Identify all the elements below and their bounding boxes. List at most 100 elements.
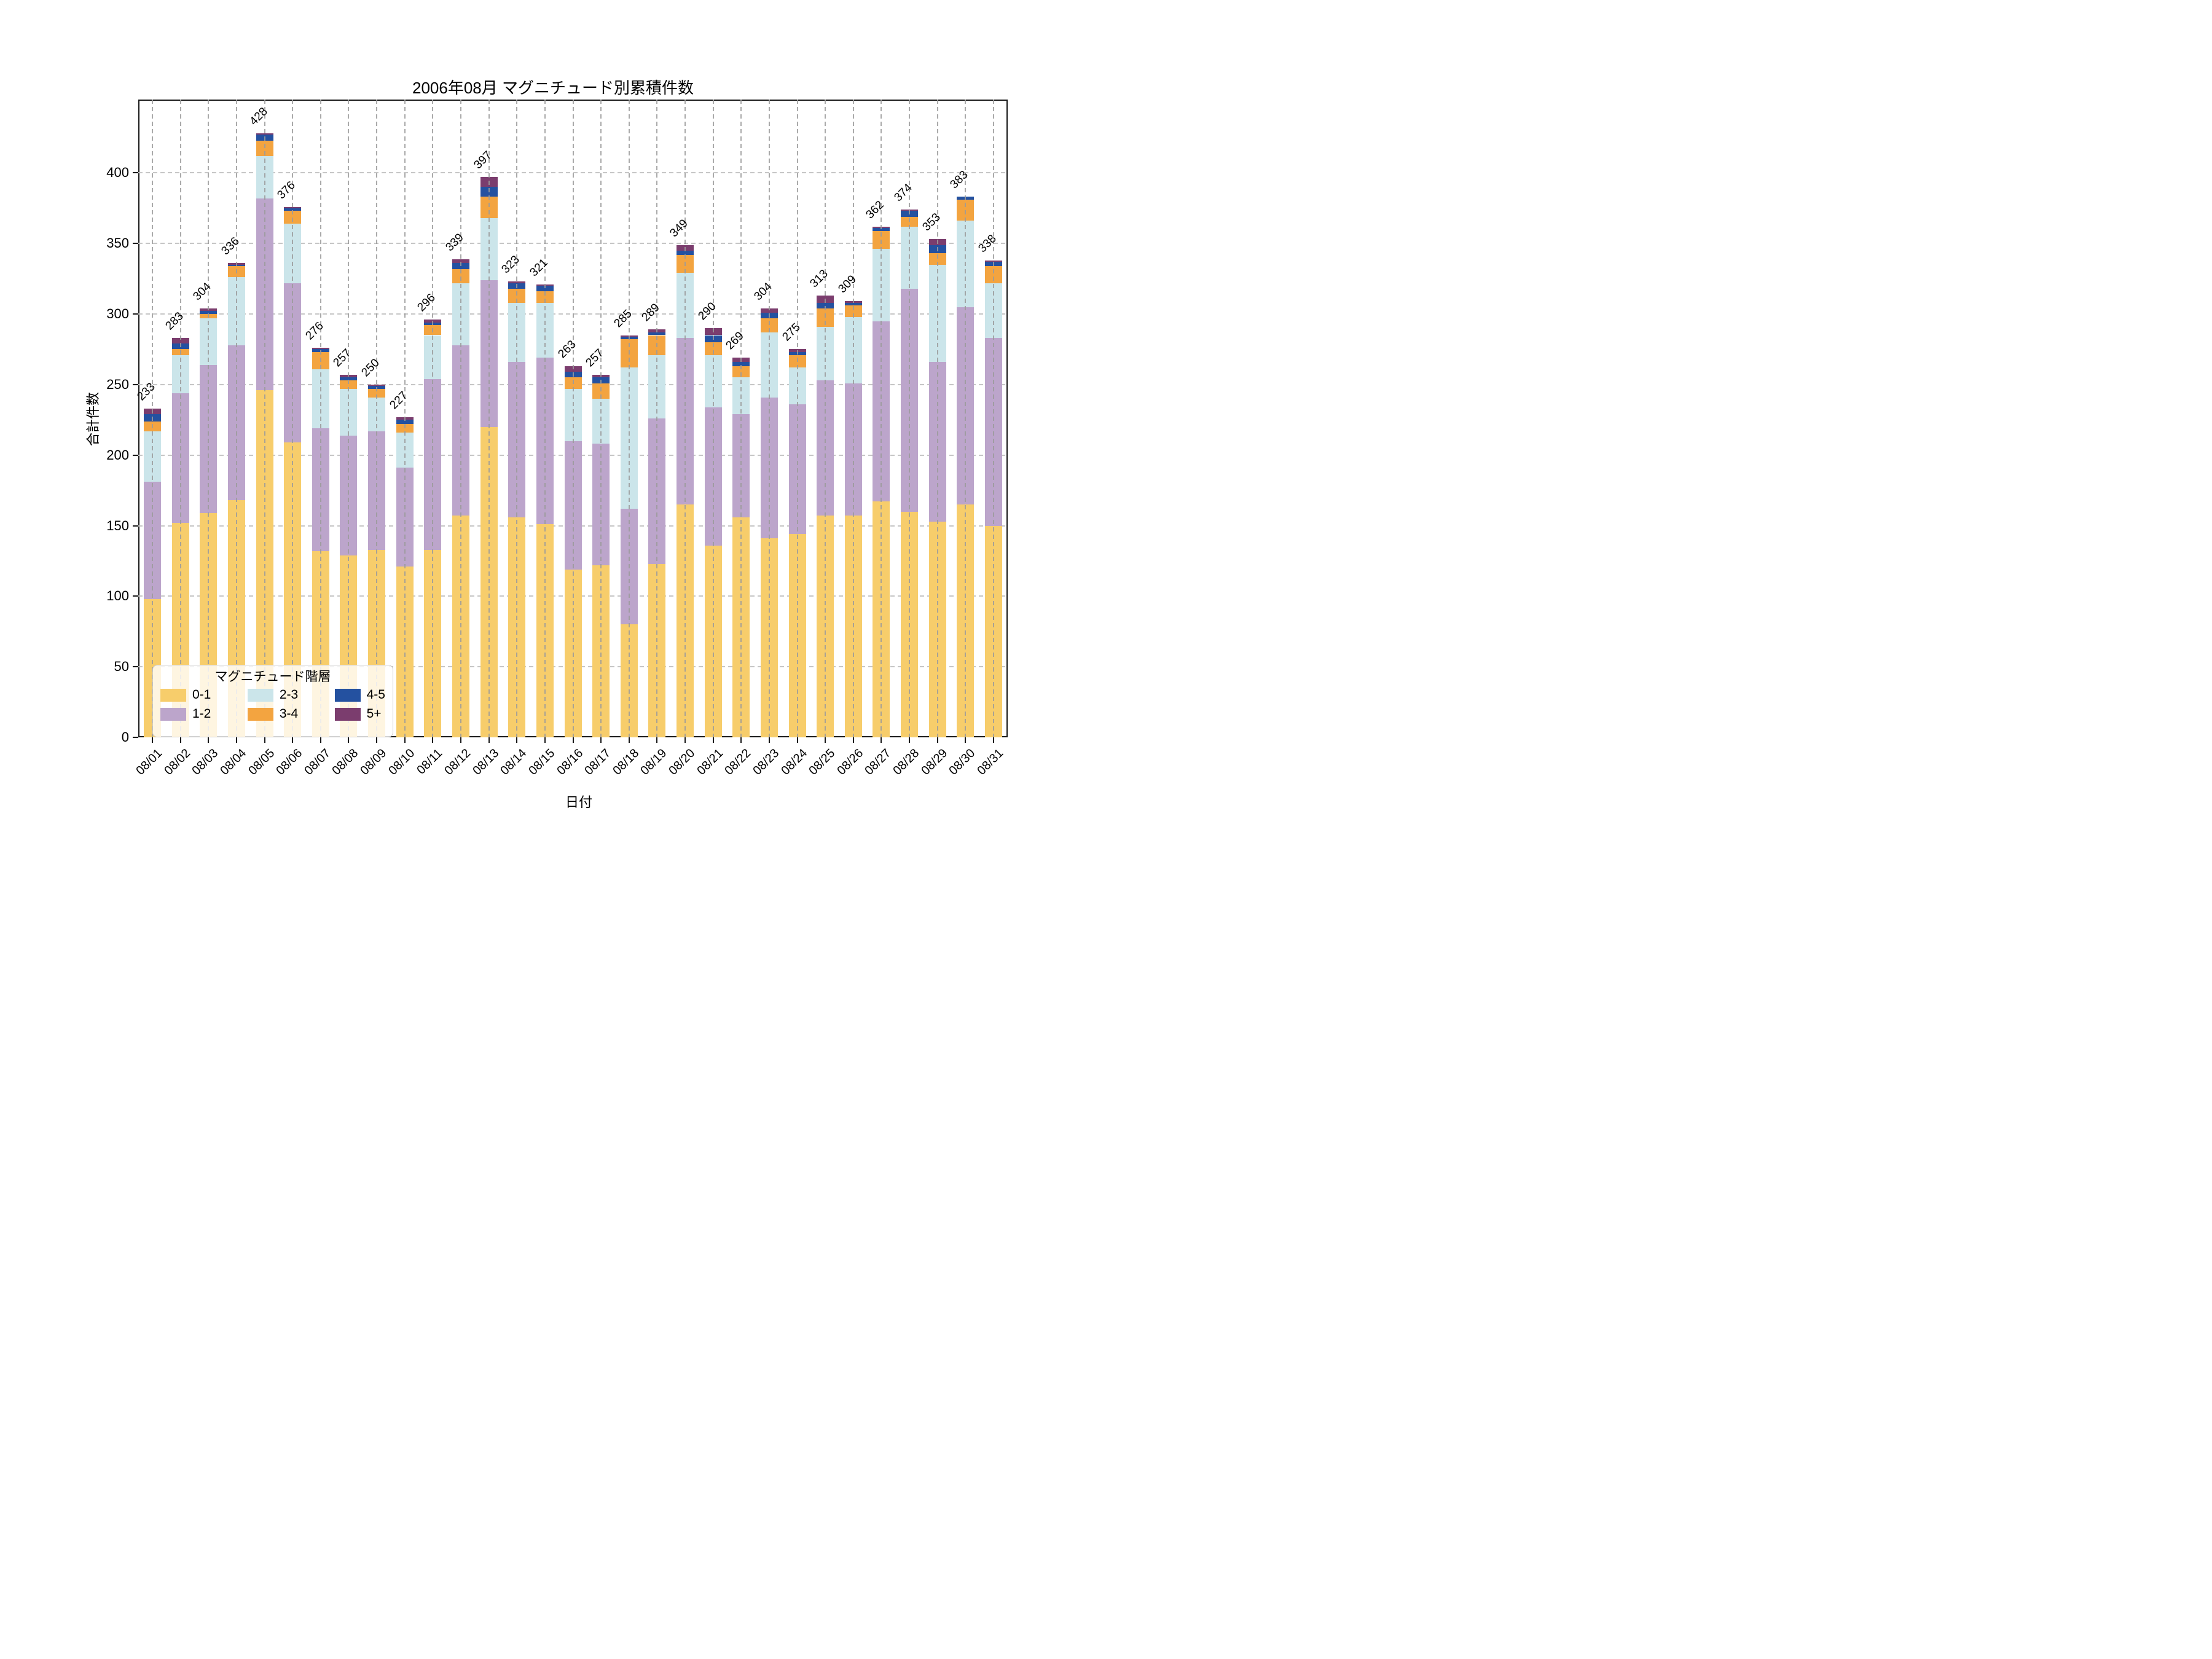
x-tickmark — [965, 737, 967, 743]
y-tick-label: 350 — [106, 235, 129, 251]
legend-entry-2-3: 2-3 — [247, 688, 299, 702]
x-tickmark — [460, 737, 461, 743]
x-gridline — [909, 100, 911, 737]
x-tickmark — [516, 737, 518, 743]
x-gridline — [740, 100, 742, 737]
legend-columns: 0-1 1-2 2-3 3-4 4-5 5+ — [160, 688, 385, 721]
x-gridline — [404, 100, 406, 737]
x-gridline — [796, 100, 798, 737]
y-axis-title: 合計件数 — [85, 392, 101, 447]
legend-swatch-icon — [160, 707, 186, 721]
x-gridline — [376, 100, 378, 737]
x-tickmark — [740, 737, 742, 743]
x-tickmark — [488, 737, 490, 743]
x-tickmark — [768, 737, 770, 743]
x-gridline — [880, 100, 882, 737]
legend-label: 5+ — [366, 707, 382, 721]
legend-label: 4-5 — [366, 688, 385, 702]
y-tick-label: 400 — [106, 165, 129, 181]
y-tickmark — [133, 172, 138, 174]
x-tickmark — [152, 737, 153, 743]
x-gridline — [292, 100, 294, 737]
legend-swatch-icon — [334, 688, 361, 702]
x-gridline — [936, 100, 938, 737]
x-gridline — [712, 100, 714, 737]
y-tickmark — [133, 383, 138, 385]
x-gridline — [825, 100, 826, 737]
legend-label: 3-4 — [279, 707, 299, 721]
legend-column: 2-3 3-4 — [247, 688, 299, 721]
x-tickmark — [880, 737, 882, 743]
x-gridline — [516, 100, 518, 737]
x-gridline — [600, 100, 602, 737]
x-tickmark — [264, 737, 265, 743]
legend-swatch-icon — [247, 688, 273, 702]
legend-swatch-icon — [160, 688, 186, 702]
x-tickmark — [320, 737, 321, 743]
x-gridline — [768, 100, 770, 737]
x-tickmark — [825, 737, 826, 743]
x-tickmark — [179, 737, 181, 743]
x-gridline — [544, 100, 546, 737]
y-tickmark — [133, 666, 138, 668]
y-tickmark — [133, 243, 138, 245]
x-gridline — [572, 100, 574, 737]
x-tickmark — [544, 737, 546, 743]
x-tickmark — [656, 737, 658, 743]
x-gridline — [235, 100, 237, 737]
legend-swatch-icon — [247, 707, 273, 721]
y-tick-label: 0 — [121, 729, 129, 745]
x-tickmark — [404, 737, 406, 743]
x-tickmark — [852, 737, 854, 743]
x-gridline — [965, 100, 967, 737]
legend: マグニチュード階層 0-1 1-2 2-3 3-4 4-5 5+ — [152, 665, 393, 737]
x-gridline — [320, 100, 321, 737]
legend-label: 0-1 — [192, 688, 211, 702]
legend-entry-5+: 5+ — [334, 707, 385, 721]
x-tickmark — [600, 737, 602, 743]
legend-entry-3-4: 3-4 — [247, 707, 299, 721]
y-tickmark — [133, 737, 138, 738]
x-tickmark — [628, 737, 630, 743]
legend-label: 2-3 — [279, 688, 299, 702]
y-tickmark — [133, 313, 138, 315]
x-gridline — [656, 100, 658, 737]
legend-column: 0-1 1-2 — [160, 688, 211, 721]
x-gridline — [628, 100, 630, 737]
chart-title: 2006年08月 マグニチュード別累積件数 — [412, 79, 694, 97]
x-tickmark — [292, 737, 294, 743]
y-tickmark — [133, 454, 138, 456]
legend-column: 4-5 5+ — [334, 688, 385, 721]
legend-label: 1-2 — [192, 707, 211, 721]
x-axis-title: 日付 — [565, 794, 592, 810]
x-tickmark — [712, 737, 714, 743]
x-gridline — [488, 100, 490, 737]
x-tickmark — [993, 737, 994, 743]
chart-figure: 2006年08月 マグニチュード別累積件数 合計件数 日付 マグニチュード階層 … — [0, 0, 1106, 830]
x-gridline — [264, 100, 265, 737]
legend-entry-4-5: 4-5 — [334, 688, 385, 702]
legend-entry-1-2: 1-2 — [160, 707, 211, 721]
x-tickmark — [796, 737, 798, 743]
x-gridline — [684, 100, 686, 737]
x-tickmark — [376, 737, 378, 743]
y-tick-label: 100 — [106, 588, 129, 604]
legend-entry-0-1: 0-1 — [160, 688, 211, 702]
x-tickmark — [572, 737, 574, 743]
x-gridline — [152, 100, 153, 737]
y-tick-label: 150 — [106, 517, 129, 533]
x-gridline — [460, 100, 461, 737]
y-tick-label: 250 — [106, 376, 129, 392]
y-tickmark — [133, 525, 138, 527]
legend-title: マグニチュード階層 — [214, 670, 331, 684]
y-tickmark — [133, 595, 138, 597]
x-gridline — [208, 100, 210, 737]
y-tick-label: 50 — [114, 659, 129, 675]
x-tickmark — [208, 737, 210, 743]
x-gridline — [179, 100, 181, 737]
y-tick-label: 300 — [106, 306, 129, 322]
x-gridline — [348, 100, 350, 737]
x-tickmark — [348, 737, 350, 743]
x-tickmark — [936, 737, 938, 743]
legend-swatch-icon — [334, 707, 361, 721]
